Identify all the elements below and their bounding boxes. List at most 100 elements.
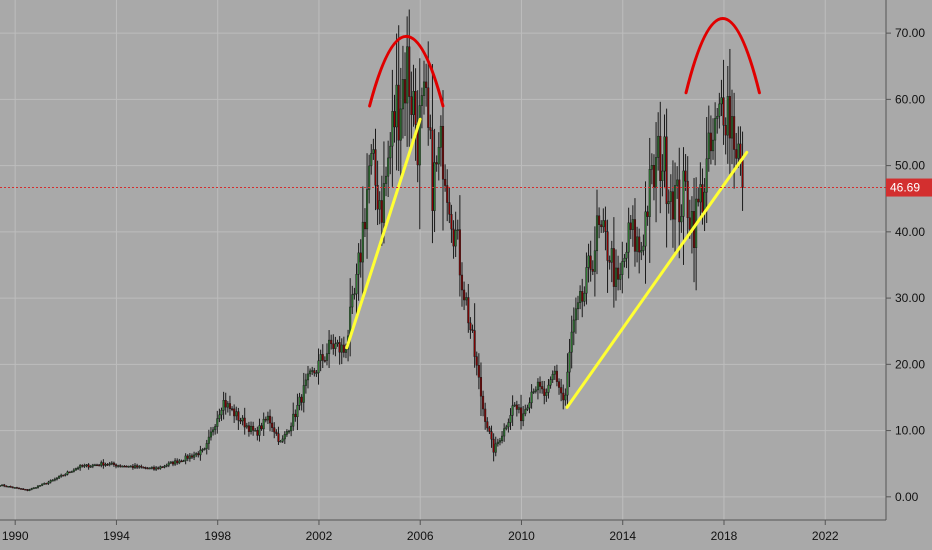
candle-body	[24, 488, 27, 491]
candle-body	[241, 417, 244, 422]
candle-body	[110, 462, 113, 465]
candle-body	[475, 356, 478, 366]
candle-body	[275, 431, 278, 434]
candle-body	[167, 462, 170, 466]
candle-body	[479, 377, 483, 397]
candle-body	[638, 236, 641, 253]
candle-body	[574, 308, 577, 321]
candle-body	[271, 422, 274, 428]
x-tick-label: 2002	[306, 529, 333, 543]
candle-body	[222, 400, 225, 411]
candle-body	[610, 248, 613, 263]
candle-body	[262, 418, 265, 430]
candle-body	[501, 435, 504, 441]
candle-body	[125, 465, 128, 468]
candle-body	[302, 385, 305, 403]
y-axis-ticks: 0.00 10.00 20.00 30.00 40.00 50.00 60.00 70.00	[886, 26, 925, 504]
candle-body	[70, 471, 73, 473]
candle-body	[243, 417, 246, 428]
candle-body	[239, 420, 242, 422]
candle-body	[646, 211, 649, 217]
candle-body	[180, 460, 183, 463]
x-tick-label: 1990	[2, 529, 29, 543]
candle-body	[55, 477, 58, 480]
candle-body	[150, 467, 153, 469]
candle-body	[678, 179, 681, 223]
candle-body	[380, 200, 383, 223]
candle-body	[522, 413, 525, 422]
candle-body	[376, 184, 379, 210]
candle-body	[389, 145, 392, 159]
candle-body	[728, 96, 731, 139]
candle-body	[119, 465, 122, 467]
x-tick-label: 2010	[508, 529, 535, 543]
candle-body	[133, 465, 137, 468]
candle-body	[439, 125, 442, 148]
candle-body	[435, 162, 438, 165]
candle-body	[456, 229, 459, 231]
candle-body	[17, 487, 21, 490]
candle-body	[608, 260, 611, 263]
candle-body	[657, 135, 660, 158]
candle-body	[285, 431, 288, 435]
candle-body	[186, 455, 189, 459]
candle-body	[382, 183, 385, 223]
candle-body	[549, 379, 552, 386]
candle-body	[129, 465, 132, 468]
candle-body	[655, 157, 658, 188]
candle-body	[511, 405, 514, 416]
candle-body	[30, 488, 33, 490]
candle-body	[41, 483, 44, 486]
candle-body	[190, 455, 194, 458]
candle-body	[36, 485, 40, 488]
current-price-label: 46.69	[890, 181, 920, 195]
candle-body	[201, 449, 204, 451]
candle-body	[385, 175, 388, 184]
candle-body	[503, 428, 506, 437]
candle-body	[709, 132, 712, 152]
candle-body	[560, 387, 563, 394]
candle-body	[564, 394, 567, 401]
candle-body	[51, 479, 54, 482]
candle-body	[422, 81, 426, 96]
candle-body	[528, 402, 531, 409]
candle-body	[735, 149, 738, 159]
candle-body	[74, 468, 77, 471]
candle-body	[431, 129, 434, 211]
candle-body	[669, 191, 672, 202]
candle-body	[454, 229, 457, 247]
candle-body	[614, 267, 618, 287]
candle-body	[714, 118, 717, 141]
candle-body	[741, 160, 744, 188]
candle-body	[228, 403, 231, 409]
candle-body	[325, 353, 329, 361]
candle-body	[256, 430, 259, 436]
candle-body	[473, 330, 476, 357]
annotations	[345, 17, 761, 409]
candle-body	[353, 293, 356, 296]
candle-body	[142, 466, 145, 469]
candle-body	[283, 434, 286, 440]
candle-body	[718, 103, 721, 117]
candle-body	[91, 464, 94, 467]
candle-body	[469, 322, 472, 330]
candle-body	[155, 467, 158, 470]
candle-body	[604, 220, 607, 232]
candle-body	[328, 339, 331, 354]
candle-body	[509, 415, 512, 423]
candle-body	[498, 440, 501, 443]
candle-body	[235, 411, 238, 417]
candle-body	[321, 354, 324, 361]
candle-body	[121, 465, 124, 468]
candle-body	[157, 467, 160, 470]
candle-body	[62, 474, 65, 477]
candle-body	[570, 331, 573, 353]
candle-body	[102, 462, 105, 466]
candle-body	[372, 149, 375, 154]
candle-body	[93, 464, 96, 467]
candle-body	[583, 292, 586, 302]
candle-body	[89, 465, 92, 468]
candle-body	[292, 413, 295, 427]
candle-body	[49, 480, 52, 483]
candle-body	[249, 425, 253, 432]
